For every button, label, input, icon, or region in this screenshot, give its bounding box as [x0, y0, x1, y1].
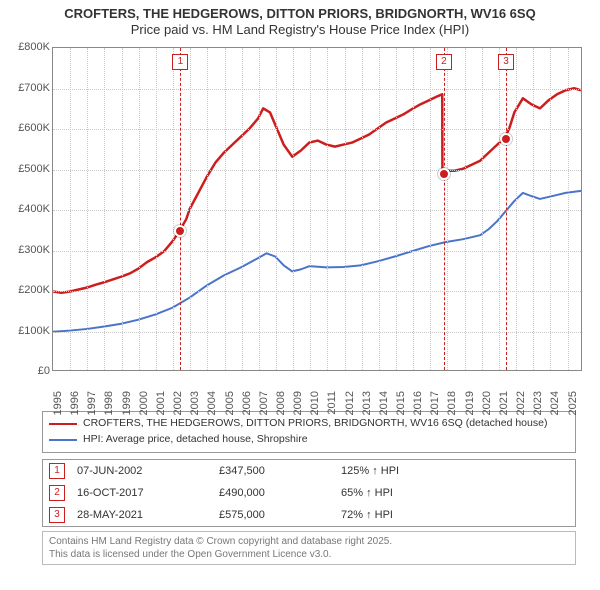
y-axis-tick-label: £500K — [10, 163, 50, 175]
legend-item: CROFTERS, THE HEDGEROWS, DITTON PRIORS, … — [49, 416, 569, 432]
x-axis-tick-label: 1996 — [69, 391, 81, 415]
x-axis-tick-label: 2009 — [292, 391, 304, 415]
x-axis-tick-label: 2013 — [361, 391, 373, 415]
legend: CROFTERS, THE HEDGEROWS, DITTON PRIORS, … — [42, 411, 576, 453]
price-paid-index-badge: 3 — [49, 507, 65, 523]
attribution-line: This data is licensed under the Open Gov… — [49, 548, 569, 561]
y-axis-tick-label: £800K — [10, 41, 50, 53]
sale-marker-line — [180, 48, 181, 370]
series-subject — [53, 88, 581, 292]
chart-title-block: CROFTERS, THE HEDGEROWS, DITTON PRIORS, … — [0, 0, 600, 39]
x-axis-tick-label: 2016 — [412, 391, 424, 415]
x-axis-tick-label: 1999 — [121, 391, 133, 415]
x-axis-tick-label: 2003 — [189, 391, 201, 415]
x-axis-tick-label: 2004 — [206, 391, 218, 415]
x-axis-tick-label: 2024 — [549, 391, 561, 415]
y-axis-tick-label: £100K — [10, 325, 50, 337]
x-axis-tick-label: 2019 — [464, 391, 476, 415]
price-paid-amount: £575,000 — [219, 509, 329, 521]
price-paid-date: 28-MAY-2021 — [77, 509, 207, 521]
sale-marker-point — [438, 168, 450, 180]
x-axis-tick-label: 2011 — [326, 391, 338, 415]
legend-item: HPI: Average price, detached house, Shro… — [49, 432, 569, 448]
attribution-line: Contains HM Land Registry data © Crown c… — [49, 535, 569, 548]
chart-lines — [53, 48, 581, 370]
price-paid-index-badge: 2 — [49, 485, 65, 501]
y-axis-tick-label: £200K — [10, 284, 50, 296]
price-paid-vs-hpi: 72% ↑ HPI — [341, 509, 569, 521]
chart-subtitle: Price paid vs. HM Land Registry's House … — [10, 22, 590, 37]
price-paid-vs-hpi: 125% ↑ HPI — [341, 465, 569, 477]
legend-swatch — [49, 423, 77, 425]
sale-marker-badge: 2 — [436, 54, 452, 70]
y-axis-tick-label: £600K — [10, 122, 50, 134]
y-axis-tick-label: £300K — [10, 244, 50, 256]
price-paid-vs-hpi: 65% ↑ HPI — [341, 487, 569, 499]
plot-area: 1 2 3 — [52, 47, 582, 371]
legend-label: HPI: Average price, detached house, Shro… — [83, 432, 308, 448]
x-axis-tick-label: 2002 — [172, 391, 184, 415]
x-axis-tick-label: 2000 — [138, 391, 150, 415]
x-axis-tick-label: 1997 — [86, 391, 98, 415]
sale-marker-badge: 3 — [498, 54, 514, 70]
price-paid-amount: £490,000 — [219, 487, 329, 499]
x-axis-tick-label: 2012 — [344, 391, 356, 415]
price-paid-amount: £347,500 — [219, 465, 329, 477]
x-axis-tick-label: 2007 — [258, 391, 270, 415]
x-axis-tick-label: 2021 — [498, 391, 510, 415]
x-axis-tick-label: 1995 — [52, 391, 64, 415]
sale-marker-point — [500, 133, 512, 145]
x-axis-tick-label: 2018 — [446, 391, 458, 415]
x-axis-tick-label: 2023 — [532, 391, 544, 415]
legend-label: CROFTERS, THE HEDGEROWS, DITTON PRIORS, … — [83, 416, 547, 432]
price-paid-row: 1 07-JUN-2002 £347,500 125% ↑ HPI — [43, 460, 575, 482]
price-paid-row: 3 28-MAY-2021 £575,000 72% ↑ HPI — [43, 504, 575, 526]
y-axis-tick-label: £400K — [10, 203, 50, 215]
x-axis-tick-label: 2020 — [481, 391, 493, 415]
x-axis-tick-label: 2001 — [155, 391, 167, 415]
x-axis-tick-label: 2025 — [567, 391, 579, 415]
y-axis-tick-label: £700K — [10, 82, 50, 94]
sale-marker-line — [506, 48, 507, 370]
x-axis-tick-label: 1998 — [103, 391, 115, 415]
price-paid-date: 16-OCT-2017 — [77, 487, 207, 499]
x-axis-tick-label: 2006 — [241, 391, 253, 415]
chart-title: CROFTERS, THE HEDGEROWS, DITTON PRIORS, … — [10, 6, 590, 21]
price-paid-index-badge: 1 — [49, 463, 65, 479]
x-axis-tick-label: 2014 — [378, 391, 390, 415]
x-axis-tick-label: 2005 — [224, 391, 236, 415]
x-axis-tick-label: 2008 — [275, 391, 287, 415]
series-hpi — [53, 191, 581, 332]
sale-marker-line — [444, 48, 445, 370]
sale-marker-point — [174, 225, 186, 237]
data-attribution: Contains HM Land Registry data © Crown c… — [42, 531, 576, 565]
chart: 1 2 3 £0 £100K £200K £300K £400K £500K £600K £700… — [10, 43, 590, 403]
x-axis-tick-label: 2015 — [395, 391, 407, 415]
price-paid-date: 07-JUN-2002 — [77, 465, 207, 477]
x-axis-tick-label: 2022 — [515, 391, 527, 415]
sale-marker-badge: 1 — [172, 54, 188, 70]
y-axis-tick-label: £0 — [10, 365, 50, 377]
x-axis-tick-label: 2010 — [309, 391, 321, 415]
x-axis-tick-label: 2017 — [429, 391, 441, 415]
price-paid-table: 1 07-JUN-2002 £347,500 125% ↑ HPI 2 16-OCT-20… — [42, 459, 576, 527]
price-paid-row: 2 16-OCT-2017 £490,000 65% ↑ HPI — [43, 482, 575, 504]
legend-swatch — [49, 439, 77, 441]
